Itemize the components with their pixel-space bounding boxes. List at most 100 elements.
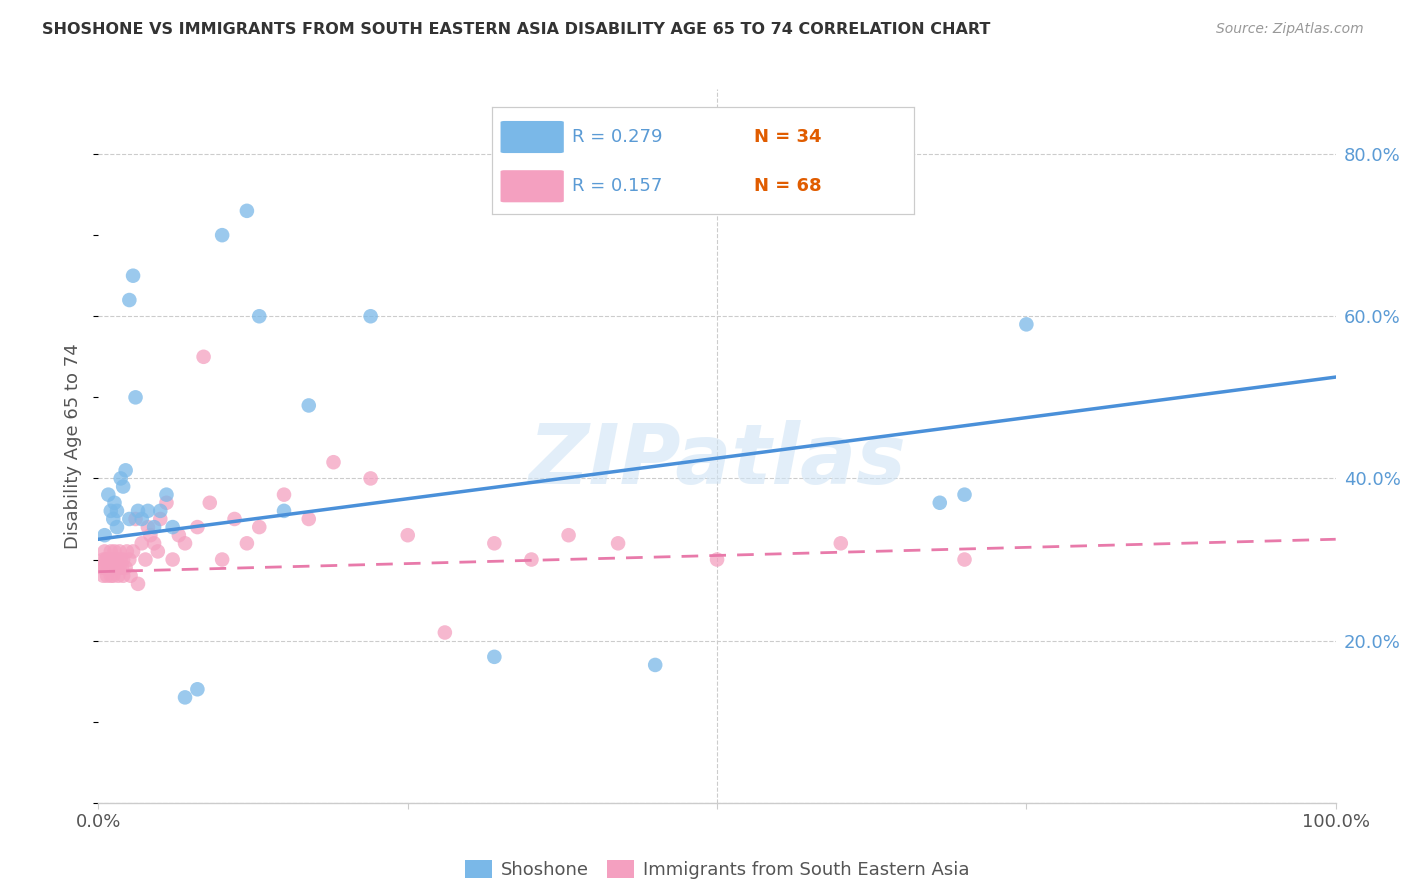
- Point: [162, 552, 184, 566]
- Point: [193, 350, 215, 364]
- Point: [100, 552, 122, 566]
- Point: [155, 488, 177, 502]
- Point: [644, 657, 666, 672]
- Point: [236, 203, 259, 218]
- Point: [93, 552, 115, 566]
- Point: [830, 536, 852, 550]
- Text: ZIPatlas: ZIPatlas: [529, 420, 905, 500]
- Point: [103, 512, 125, 526]
- Point: [91, 560, 114, 574]
- Point: [557, 528, 579, 542]
- Point: [94, 552, 117, 566]
- Point: [94, 560, 117, 574]
- Point: [100, 504, 122, 518]
- Point: [127, 504, 149, 518]
- Point: [322, 455, 344, 469]
- Point: [118, 293, 141, 307]
- Point: [105, 520, 128, 534]
- Point: [149, 512, 172, 526]
- Point: [103, 560, 125, 574]
- Point: [108, 544, 131, 558]
- Point: [122, 268, 145, 283]
- Point: [484, 536, 506, 550]
- Text: R = 0.157: R = 0.157: [572, 178, 662, 195]
- Point: [247, 520, 270, 534]
- Point: [100, 568, 122, 582]
- Legend: Shoshone, Immigrants from South Eastern Asia: Shoshone, Immigrants from South Eastern …: [457, 853, 977, 887]
- Point: [433, 625, 456, 640]
- Point: [134, 552, 156, 566]
- Point: [706, 552, 728, 566]
- Point: [143, 536, 166, 550]
- Point: [93, 544, 115, 558]
- Point: [97, 552, 120, 566]
- Point: [103, 496, 125, 510]
- Point: [118, 512, 141, 526]
- Point: [100, 544, 122, 558]
- Point: [114, 560, 136, 574]
- Point: [139, 528, 162, 542]
- FancyBboxPatch shape: [501, 170, 564, 202]
- Point: [146, 544, 169, 558]
- Point: [93, 560, 115, 574]
- Point: [143, 520, 166, 534]
- Point: [273, 504, 295, 518]
- Point: [247, 310, 270, 324]
- Point: [110, 552, 132, 566]
- Point: [136, 520, 159, 534]
- FancyBboxPatch shape: [501, 121, 564, 153]
- Text: SHOSHONE VS IMMIGRANTS FROM SOUTH EASTERN ASIA DISABILITY AGE 65 TO 74 CORRELATI: SHOSHONE VS IMMIGRANTS FROM SOUTH EASTER…: [42, 22, 991, 37]
- Point: [360, 310, 382, 324]
- Point: [186, 682, 208, 697]
- Point: [136, 504, 159, 518]
- Point: [273, 488, 295, 502]
- Point: [928, 496, 950, 510]
- Point: [101, 560, 124, 574]
- Point: [105, 552, 128, 566]
- Point: [105, 504, 128, 518]
- Point: [112, 479, 135, 493]
- Point: [96, 568, 118, 582]
- Point: [484, 649, 506, 664]
- Point: [224, 512, 246, 526]
- Point: [236, 536, 259, 550]
- Point: [953, 552, 976, 566]
- Point: [103, 544, 125, 558]
- Point: [124, 512, 146, 526]
- Point: [607, 536, 630, 550]
- Point: [211, 228, 233, 243]
- Point: [108, 560, 131, 574]
- Point: [131, 536, 153, 550]
- Point: [520, 552, 543, 566]
- Point: [118, 552, 141, 566]
- Point: [98, 560, 121, 574]
- Point: [186, 520, 208, 534]
- Point: [127, 577, 149, 591]
- Point: [96, 552, 118, 566]
- Point: [97, 488, 120, 502]
- Point: [107, 568, 129, 582]
- Point: [396, 528, 419, 542]
- Point: [149, 504, 172, 518]
- Point: [953, 488, 976, 502]
- Point: [114, 463, 136, 477]
- Point: [104, 552, 127, 566]
- Point: [298, 512, 321, 526]
- Point: [162, 520, 184, 534]
- Point: [93, 568, 115, 582]
- Point: [112, 552, 135, 566]
- Point: [298, 399, 321, 413]
- Point: [103, 552, 125, 566]
- Point: [122, 544, 145, 558]
- Y-axis label: Disability Age 65 to 74: Disability Age 65 to 74: [65, 343, 83, 549]
- Point: [105, 560, 128, 574]
- Point: [103, 568, 125, 582]
- Point: [115, 544, 138, 558]
- Point: [93, 528, 115, 542]
- Point: [167, 528, 190, 542]
- Point: [198, 496, 221, 510]
- Point: [174, 690, 197, 705]
- Text: Source: ZipAtlas.com: Source: ZipAtlas.com: [1216, 22, 1364, 37]
- Point: [120, 568, 142, 582]
- Text: R = 0.279: R = 0.279: [572, 128, 662, 146]
